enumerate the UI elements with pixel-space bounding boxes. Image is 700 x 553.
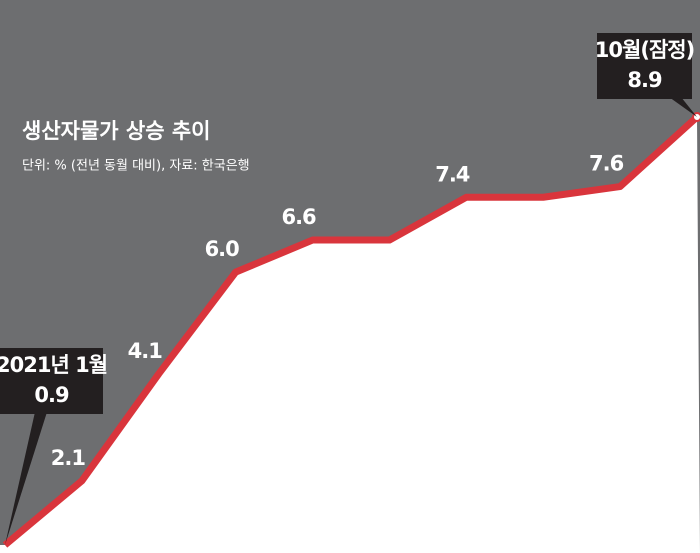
value-label: 6.0: [205, 237, 240, 261]
callout-pointer: [5, 412, 47, 545]
area-below: [0, 117, 700, 553]
value-label: 8.9: [627, 68, 662, 92]
value-label: 7.4: [435, 162, 470, 186]
chart-subtitle: 단위: % (전년 동월 대비), 자료: 한국은행: [22, 158, 250, 174]
category-label: 10월(잠정): [595, 38, 694, 62]
callout-box: [597, 33, 692, 99]
line: [2, 114, 700, 548]
category-label: 2021년 1월: [0, 353, 107, 377]
value-label: 0.9: [34, 383, 69, 407]
value-label: 4.1: [128, 339, 163, 363]
callout-box: [0, 348, 103, 414]
value-label: 7.6: [589, 152, 624, 176]
value-label: 6.6: [281, 205, 316, 229]
plot: [0, 112, 700, 553]
callout-pointer: [669, 97, 697, 117]
value-label: 2.1: [51, 446, 86, 470]
chart-title: 생산자물가 상승 추이: [22, 119, 211, 143]
